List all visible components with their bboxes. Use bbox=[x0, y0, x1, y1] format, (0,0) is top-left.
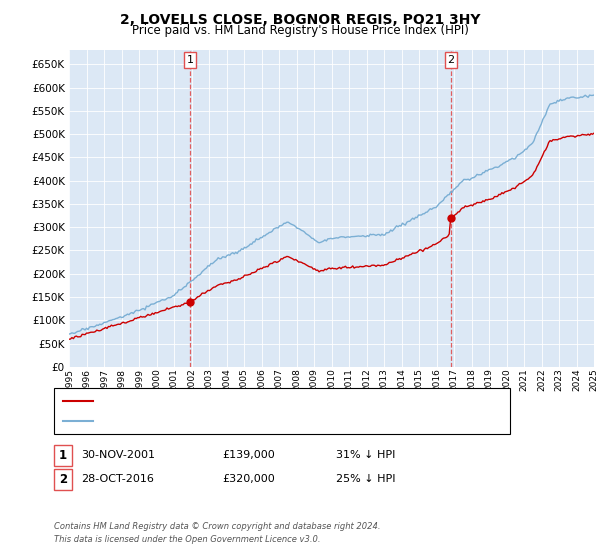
Text: 31% ↓ HPI: 31% ↓ HPI bbox=[336, 450, 395, 460]
Text: Contains HM Land Registry data © Crown copyright and database right 2024.
This d: Contains HM Land Registry data © Crown c… bbox=[54, 522, 380, 544]
Text: HPI: Average price, detached house, Arun: HPI: Average price, detached house, Arun bbox=[99, 416, 307, 426]
Text: 2: 2 bbox=[448, 55, 455, 65]
Text: 1: 1 bbox=[59, 449, 67, 462]
Text: Price paid vs. HM Land Registry's House Price Index (HPI): Price paid vs. HM Land Registry's House … bbox=[131, 24, 469, 36]
Text: £320,000: £320,000 bbox=[222, 474, 275, 484]
Text: 2, LOVELLS CLOSE, BOGNOR REGIS, PO21 3HY (detached house): 2, LOVELLS CLOSE, BOGNOR REGIS, PO21 3HY… bbox=[99, 396, 421, 406]
Text: 28-OCT-2016: 28-OCT-2016 bbox=[81, 474, 154, 484]
Text: 2, LOVELLS CLOSE, BOGNOR REGIS, PO21 3HY: 2, LOVELLS CLOSE, BOGNOR REGIS, PO21 3HY bbox=[120, 13, 480, 27]
Text: £139,000: £139,000 bbox=[222, 450, 275, 460]
Text: 30-NOV-2001: 30-NOV-2001 bbox=[81, 450, 155, 460]
Text: 25% ↓ HPI: 25% ↓ HPI bbox=[336, 474, 395, 484]
Text: 2: 2 bbox=[59, 473, 67, 486]
Text: 1: 1 bbox=[187, 55, 194, 65]
